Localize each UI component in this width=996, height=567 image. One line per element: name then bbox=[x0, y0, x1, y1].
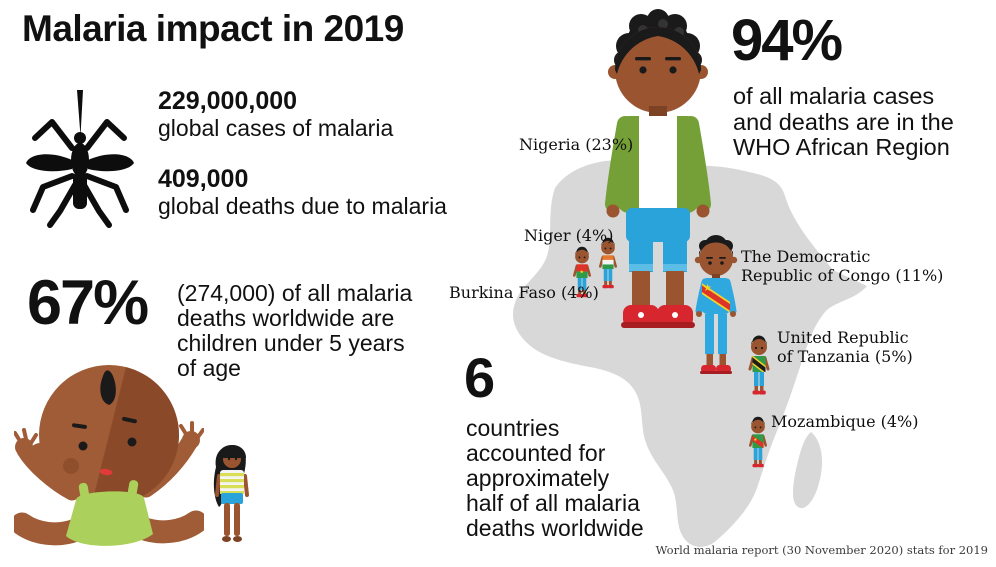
map-label-drc: The Democratic Republic of Congo (11%) bbox=[741, 247, 944, 285]
svg-text:★: ★ bbox=[579, 269, 584, 275]
stat-deaths-label: global deaths due to malaria bbox=[158, 192, 447, 219]
madagascar-shape bbox=[792, 432, 823, 509]
boy-figure-nigeria bbox=[605, 9, 711, 328]
child-figure-mozambique: ★ bbox=[749, 416, 767, 468]
africa-map bbox=[513, 160, 867, 547]
map-label-niger: Niger (4%) bbox=[524, 226, 614, 245]
map-label-burkina-faso: Burkina Faso (4%) bbox=[449, 283, 599, 302]
svg-text:★: ★ bbox=[753, 437, 757, 443]
stat-six-label: countries accounted for approximately ha… bbox=[466, 415, 644, 542]
map-label-nigeria: Nigeria (23%) bbox=[519, 135, 634, 154]
stat-children-percent: 67% bbox=[27, 268, 149, 338]
svg-text:★: ★ bbox=[703, 283, 712, 294]
boy-figure-drc: ★ bbox=[694, 235, 738, 374]
stat-cases-label: global cases of malaria bbox=[158, 114, 394, 141]
stat-deaths: 409,000 global deaths due to malaria bbox=[158, 165, 478, 219]
stat-region-percent: 94% bbox=[731, 8, 843, 73]
child-figure-tanzania bbox=[748, 335, 770, 395]
stat-deaths-value: 409,000 bbox=[158, 165, 249, 193]
stat-cases: 229,000,000 global cases of malaria bbox=[158, 87, 458, 141]
child-figure-niger bbox=[599, 237, 617, 289]
map-label-tanzania: United Republic of Tanzania (5%) bbox=[777, 328, 913, 366]
girl-figure bbox=[213, 445, 249, 542]
page-title: Malaria impact in 2019 bbox=[22, 8, 404, 49]
stat-children-label: (274,000) of all malaria deaths worldwid… bbox=[177, 280, 413, 382]
stat-region-label: of all malaria cases and deaths are in t… bbox=[733, 83, 954, 161]
baby-figure bbox=[14, 365, 204, 546]
stat-cases-value: 229,000,000 bbox=[158, 87, 298, 115]
mosquito-icon bbox=[26, 90, 134, 228]
child-figure-burkina-faso: ★ bbox=[573, 246, 591, 298]
source-note: World malaria report (30 November 2020) … bbox=[655, 543, 988, 557]
map-label-mozambique: Mozambique (4%) bbox=[771, 412, 919, 431]
stat-six-value: 6 bbox=[464, 346, 495, 409]
